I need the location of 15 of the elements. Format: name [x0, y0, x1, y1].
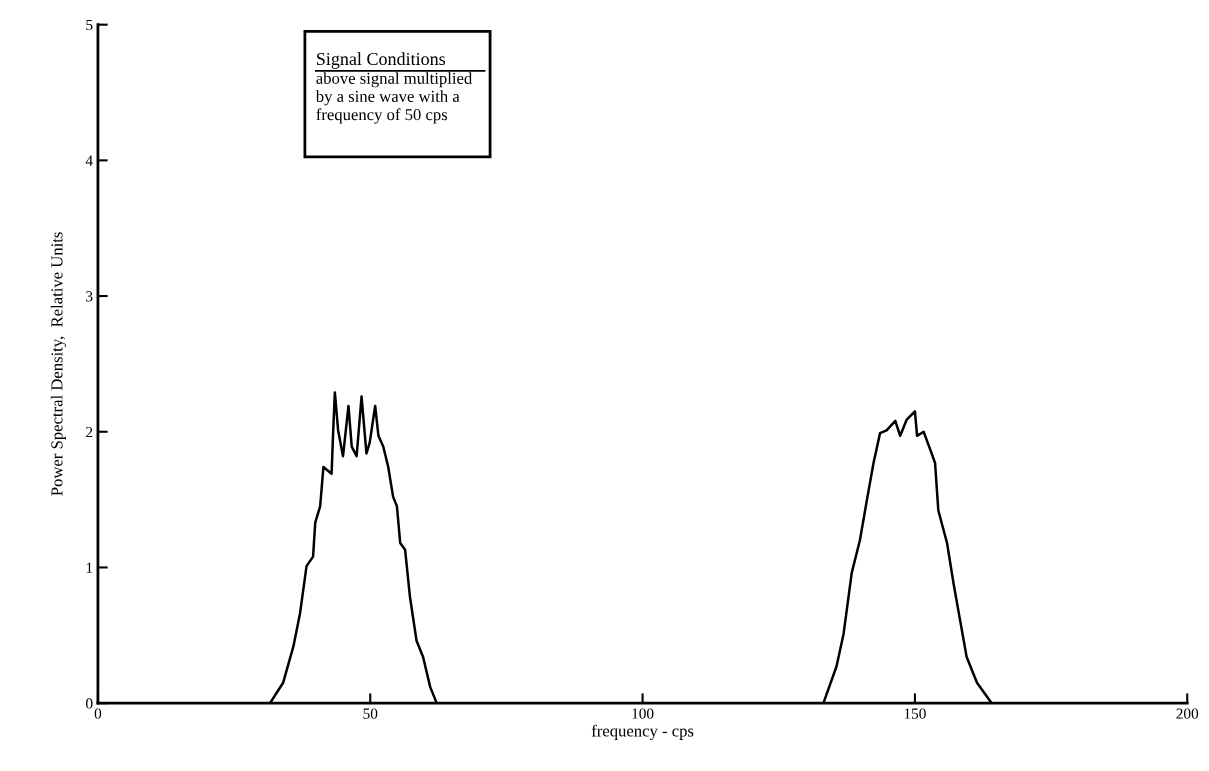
y-tick-label: 0: [86, 698, 93, 709]
y-tick-label: 2: [86, 426, 93, 438]
x-tick-label: 150: [904, 708, 926, 719]
x-tick-label: 100: [632, 708, 654, 719]
annotation: Signal Conditions: [317, 52, 446, 69]
x-tick-label: 50: [363, 708, 378, 719]
annotation: above signal multiplied by a sine wave with a frequency of 50 cps: [315, 72, 473, 124]
y-tick-label: 5: [86, 19, 93, 31]
y-axis-title: Power Spectral Density, Relative Units: [50, 232, 66, 496]
y-tick-label: 3: [86, 291, 93, 302]
x-axis-title: frequency - cps: [591, 724, 694, 740]
y-tick-label: 4: [85, 155, 93, 166]
x-tick-label: 0: [94, 708, 102, 719]
x-tick-label: 200: [1176, 708, 1199, 719]
y-tick-label: 1: [86, 562, 93, 573]
